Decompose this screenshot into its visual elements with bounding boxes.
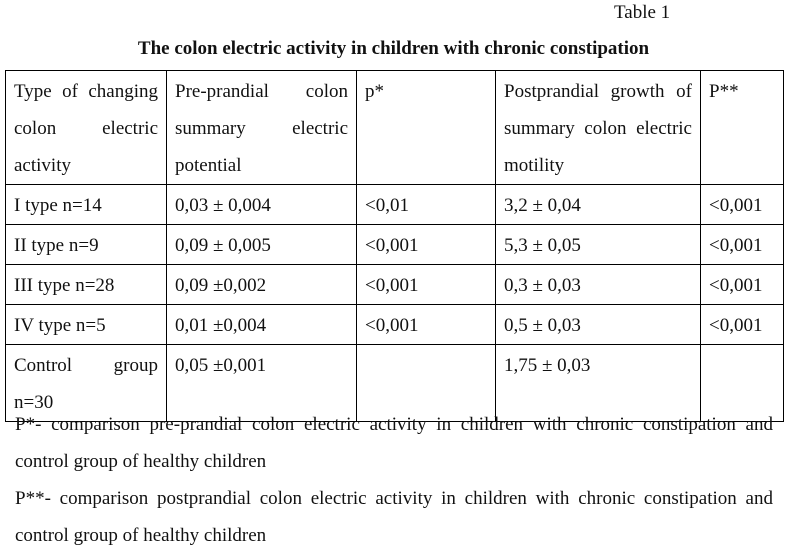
footnotes: P*- comparison pre-prandial colon electr… xyxy=(15,406,773,554)
table-cell: 0,09 ± 0,005 xyxy=(166,224,357,265)
table-cell: 1,75 ± 0,03 xyxy=(495,344,701,422)
table-cell: <0,001 xyxy=(356,224,496,265)
table-cell: IV type n=5 xyxy=(5,304,167,345)
table-cell: II type n=9 xyxy=(5,224,167,265)
table-cell: <0,01 xyxy=(356,184,496,225)
table-row: II type n=9 0,09 ± 0,005 <0,001 5,3 ± 0,05 <… xyxy=(5,224,784,265)
table-row: I type n=14 0,03 ± 0,004 <0,01 3,2 ± 0,04 <0… xyxy=(5,184,784,225)
table-title: The colon electric activity in children … xyxy=(137,38,650,59)
header-cell: Postprandial growth of summary colon ele… xyxy=(495,70,701,185)
table-cell: 0,3 ± 0,03 xyxy=(495,264,701,305)
table-cell: 0,01 ±0,004 xyxy=(166,304,357,345)
table-cell: <0,001 xyxy=(700,184,784,225)
table-cell: 0,03 ± 0,004 xyxy=(166,184,357,225)
footnote: P**- comparison postprandial colon elect… xyxy=(15,488,773,546)
table-cell: <0,001 xyxy=(700,304,784,345)
table-cell: 0,5 ± 0,03 xyxy=(495,304,701,345)
table-label: Table 1 xyxy=(614,2,671,23)
table-cell: III type n=28 xyxy=(5,264,167,305)
table-cell: <0,001 xyxy=(356,264,496,305)
header-cell: Pre-prandial colon summary electric pote… xyxy=(166,70,357,185)
table-cell: Control group n=30 xyxy=(5,344,167,422)
header-cell: Type of changing colon electric activity xyxy=(5,70,167,185)
table-cell xyxy=(356,344,496,422)
header-row: Type of changing colon electric activity… xyxy=(5,70,784,185)
table-row: IV type n=5 0,01 ±0,004 <0,001 0,5 ± 0,03 <0… xyxy=(5,304,784,345)
table-cell xyxy=(700,344,784,422)
table-row: Control group n=30 0,05 ±0,001 1,75 ± 0,03 xyxy=(5,344,784,422)
table-cell: <0,001 xyxy=(700,224,784,265)
table-cell: <0,001 xyxy=(700,264,784,305)
table-cell: 0,09 ±0,002 xyxy=(166,264,357,305)
table-row: III type n=28 0,09 ±0,002 <0,001 0,3 ± 0,03… xyxy=(5,264,784,305)
table-cell: 0,05 ±0,001 xyxy=(166,344,357,422)
data-table: Type of changing colon electric activity… xyxy=(5,70,784,422)
table-cell: <0,001 xyxy=(356,304,496,345)
footnote: P*- comparison pre-prandial colon electr… xyxy=(15,414,773,472)
table-cell: 5,3 ± 0,05 xyxy=(495,224,701,265)
header-cell: p* xyxy=(356,70,496,185)
table-cell: 3,2 ± 0,04 xyxy=(495,184,701,225)
table-cell: I type n=14 xyxy=(5,184,167,225)
header-cell: P** xyxy=(700,70,784,185)
